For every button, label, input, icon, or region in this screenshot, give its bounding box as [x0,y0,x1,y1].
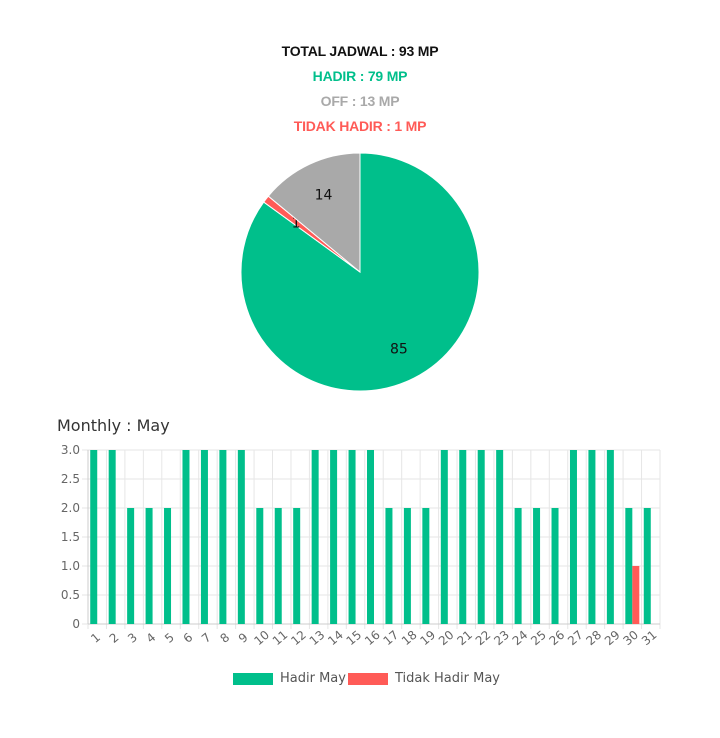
tidak-hadir-label: TIDAK HADIR : 1 MP [293,118,427,134]
off-label: OFF : 13 MP [320,93,400,109]
bar [367,450,374,624]
y-tick-label: 0.5 [61,588,80,602]
x-tick-label: 2 [107,630,122,646]
bar [200,450,208,624]
x-tick-label: 31 [639,628,660,649]
x-tick-label: 7 [199,630,214,646]
bar [533,508,541,624]
bar [551,508,559,624]
pie-data-label: 14 [315,188,333,204]
bar [237,450,245,624]
bar [588,450,596,624]
y-tick-label: 0 [72,617,80,631]
y-tick-label: 1.5 [61,530,80,544]
legend-label-hadir: Hadir May [280,671,346,686]
bar [514,508,522,624]
hadir-label: HADIR : 79 MP [312,68,408,84]
bar [90,450,98,624]
bar [293,508,301,624]
bar [643,508,651,624]
bar [164,508,172,624]
legend-swatch-hadir [233,673,273,685]
monthly-chart-title: Monthly : May [57,416,170,435]
total-jadwal-label: TOTAL JADWAL : 93 MP [281,43,439,59]
bar [496,450,504,624]
bar [569,450,577,624]
y-tick-label: 2.5 [61,472,80,486]
monthly-bar-chart: 00.51.01.52.02.53.01 2 3 4 5 6 7 8 9 101112131415… [61,443,661,649]
x-tick-label: 9 [236,630,251,646]
bar [477,450,485,624]
y-tick-label: 2.0 [61,501,80,515]
pie-data-label: 85 [390,341,408,357]
x-tick-label: 5 [162,630,177,646]
bar [422,508,430,624]
pie-slice [267,152,361,274]
bar [385,508,393,624]
x-tick-label: 1 [88,630,103,646]
bar [256,508,264,624]
x-tick-label: 4 [144,630,159,646]
bar [440,450,448,624]
bar [403,508,411,624]
bar [182,450,190,624]
bar [311,450,319,624]
bar [625,508,633,624]
x-tick-label: 3 [125,630,140,646]
bar [145,508,153,624]
pie-data-label: 1 [292,215,301,231]
bar [108,450,116,624]
bar [219,450,227,624]
bar [348,450,356,624]
x-tick-label: 6 [181,630,196,646]
bar [632,566,640,624]
legend-label-tidak-hadir: Tidak Hadir May [395,671,500,686]
legend-swatch-tidak-hadir [348,673,388,685]
x-tick-label: 8 [217,630,232,646]
bar [606,450,614,624]
attendance-pie-chart: 85 1 14 [240,152,480,392]
y-tick-label: 1.0 [61,559,80,573]
bar [459,450,467,624]
y-tick-label: 3.0 [61,443,80,457]
bar [330,450,338,624]
bar [274,508,282,624]
bar-chart-legend: Hadir May Tidak Hadir May [0,671,720,687]
bar [127,508,135,624]
